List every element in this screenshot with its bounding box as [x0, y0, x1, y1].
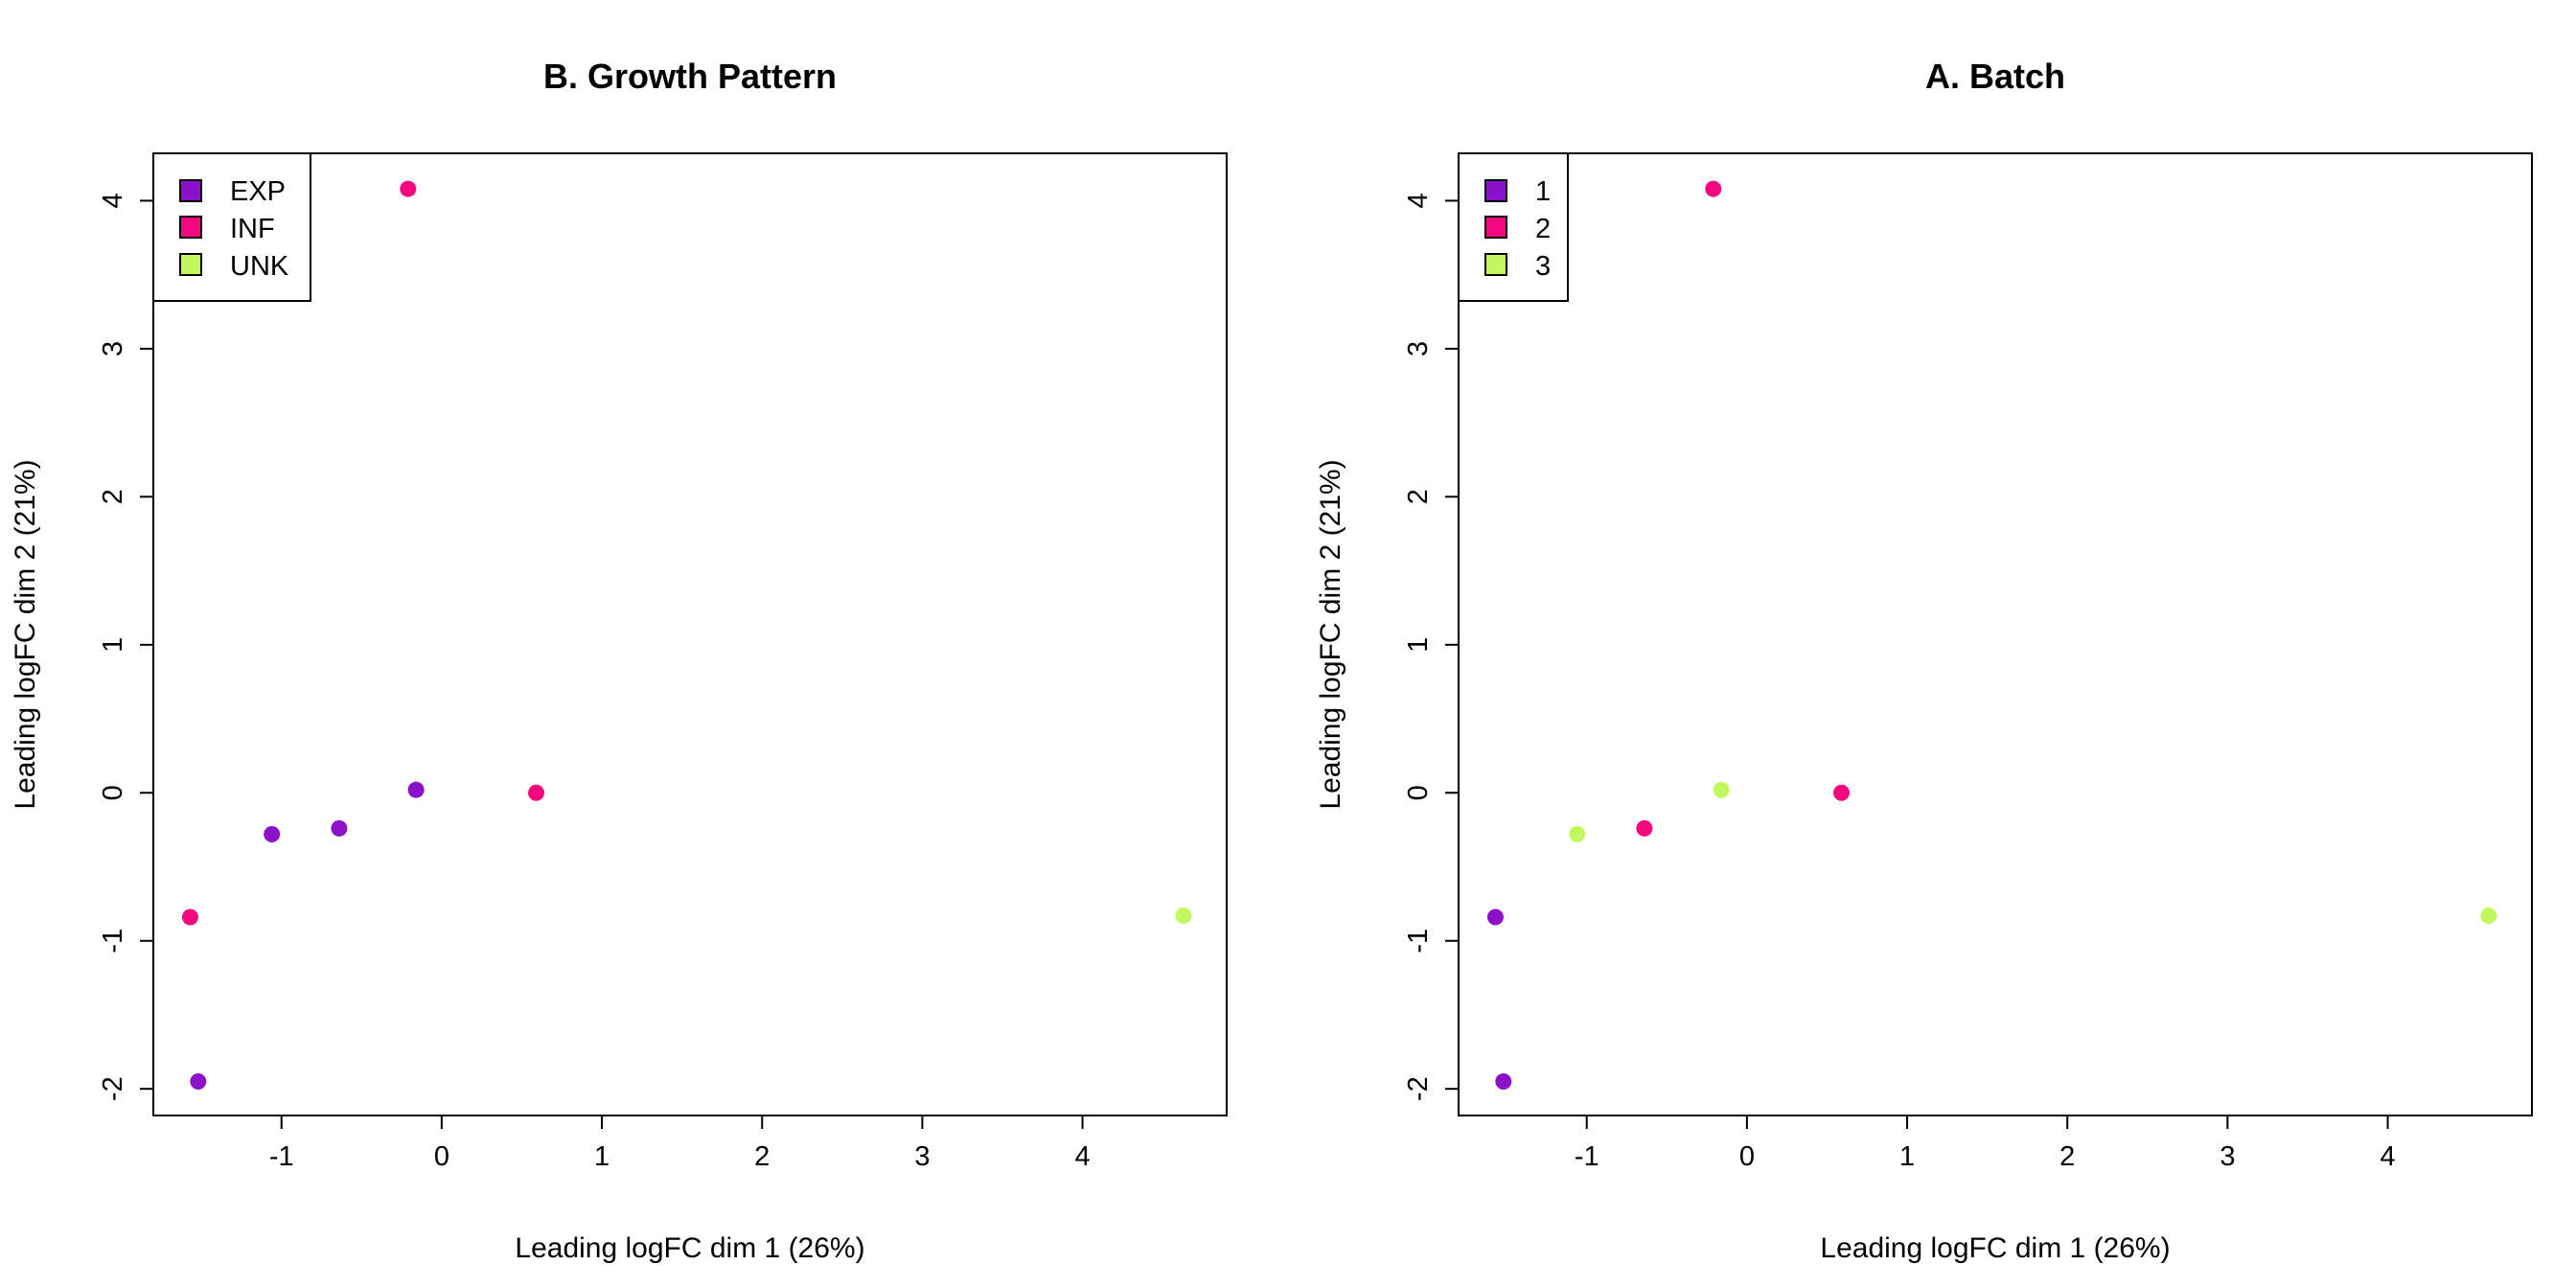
y-tick-label: 4 [1403, 193, 1434, 208]
data-point [1705, 180, 1722, 197]
y-tick-label: 2 [1403, 489, 1434, 504]
data-point [528, 784, 545, 801]
x-tick-label: 4 [1074, 1141, 1090, 1172]
y-axis: -2 -1 0 1 2 3 4 [1403, 193, 1460, 1101]
data-point [407, 781, 425, 798]
panel-batch: A. Batch Leading logFC dim 1 (26%) Leadi… [1315, 57, 2533, 1264]
y-tick-label: 2 [98, 489, 128, 504]
legend: EXP INF UNK [152, 152, 311, 302]
y-tick-label: 3 [1403, 341, 1434, 356]
x-tick-label: 3 [914, 1141, 930, 1172]
data-point [1495, 1072, 1512, 1090]
x-axis-label: Leading logFC dim 1 (26%) [515, 1232, 864, 1264]
y-tick-label: -1 [1403, 929, 1434, 954]
legend-swatch [179, 216, 202, 239]
x-axis: -1 0 1 2 3 4 [269, 1115, 1091, 1172]
data-point [1569, 826, 1586, 843]
legend-swatch [1484, 179, 1507, 202]
y-tick-label: 0 [98, 785, 128, 800]
x-tick-label: 1 [1899, 1141, 1915, 1172]
legend-entry: 3 [1535, 251, 1551, 282]
legend: 1 2 3 [1458, 152, 1569, 302]
x-tick-label: -1 [269, 1141, 294, 1172]
x-tick-label: 2 [2059, 1141, 2075, 1172]
y-tick-label: 4 [98, 193, 128, 208]
x-tick-label: 2 [754, 1141, 770, 1172]
y-tick-label: 0 [1403, 785, 1434, 800]
data-point [1833, 784, 1851, 801]
y-tick-label: 1 [1403, 637, 1434, 653]
legend-swatch [179, 253, 202, 276]
y-tick-label: 3 [98, 341, 128, 356]
y-axis-label: Leading logFC dim 2 (21%) [10, 459, 41, 809]
data-point [331, 819, 348, 837]
data-point [190, 1072, 207, 1090]
x-tick-label: 3 [2220, 1141, 2235, 1172]
data-point [400, 180, 417, 197]
y-axis: -2 -1 0 1 2 3 4 [98, 193, 154, 1101]
data-point [264, 826, 281, 843]
legend-entry: 1 [1535, 176, 1551, 207]
y-tick-label: 1 [98, 637, 128, 653]
data-point [181, 908, 198, 926]
x-axis-label: Leading logFC dim 1 (26%) [1820, 1232, 2170, 1264]
y-tick-label: -1 [98, 929, 128, 954]
data-point [2480, 907, 2497, 924]
legend-entry: EXP [230, 176, 286, 207]
y-tick-label: -2 [98, 1076, 128, 1101]
legend-swatch [179, 179, 202, 202]
legend-entry: UNK [230, 251, 289, 282]
panel-growth-pattern: B. Growth Pattern Leading logFC dim 1 (2… [10, 57, 1228, 1264]
x-tick-label: 1 [594, 1141, 610, 1172]
x-tick-label: 4 [2380, 1141, 2395, 1172]
data-point [1636, 819, 1653, 837]
legend-entry: 2 [1535, 214, 1551, 244]
chart-title: B. Growth Pattern [543, 57, 837, 96]
y-axis-label: Leading logFC dim 2 (21%) [1315, 459, 1346, 809]
legend-entry: INF [230, 214, 275, 244]
data-points [1486, 180, 2497, 1090]
x-tick-label: 0 [434, 1141, 449, 1172]
x-tick-label: 0 [1739, 1141, 1755, 1172]
y-tick-label: -2 [1403, 1076, 1434, 1101]
legend-swatch [1484, 216, 1507, 239]
x-axis: -1 0 1 2 3 4 [1575, 1115, 2396, 1172]
legend-swatch [1484, 253, 1507, 276]
x-tick-label: -1 [1575, 1141, 1599, 1172]
chart-title: A. Batch [1925, 57, 2065, 96]
data-point [1175, 907, 1192, 924]
data-point [1713, 781, 1730, 798]
data-point [1486, 908, 1504, 926]
legend-box [1458, 152, 1569, 302]
data-points [181, 180, 1192, 1090]
